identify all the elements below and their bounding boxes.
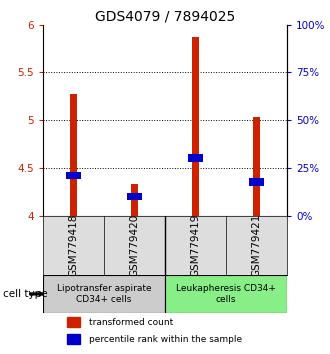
Text: GSM779421: GSM779421 [251, 213, 262, 277]
Title: GDS4079 / 7894025: GDS4079 / 7894025 [95, 10, 235, 24]
Bar [188, 154, 203, 162]
Text: Leukapheresis CD34+
cells: Leukapheresis CD34+ cells [176, 284, 276, 304]
Text: percentile rank within the sample: percentile rank within the sample [89, 335, 243, 344]
Text: Lipotransfer aspirate
CD34+ cells: Lipotransfer aspirate CD34+ cells [57, 284, 151, 304]
Bar [70, 95, 77, 216]
Bar [67, 317, 80, 327]
Bar [192, 37, 199, 216]
Text: cell type: cell type [3, 289, 48, 299]
Bar [43, 275, 165, 313]
Text: transformed count: transformed count [89, 318, 174, 327]
Bar [66, 172, 81, 179]
Text: GSM779420: GSM779420 [129, 213, 140, 277]
Text: GSM779418: GSM779418 [68, 213, 79, 277]
Bar [165, 275, 287, 313]
Bar [253, 117, 260, 216]
Bar [67, 334, 80, 344]
Text: GSM779419: GSM779419 [190, 213, 201, 277]
Bar [249, 178, 264, 186]
Bar [131, 184, 138, 216]
Bar [127, 193, 142, 200]
